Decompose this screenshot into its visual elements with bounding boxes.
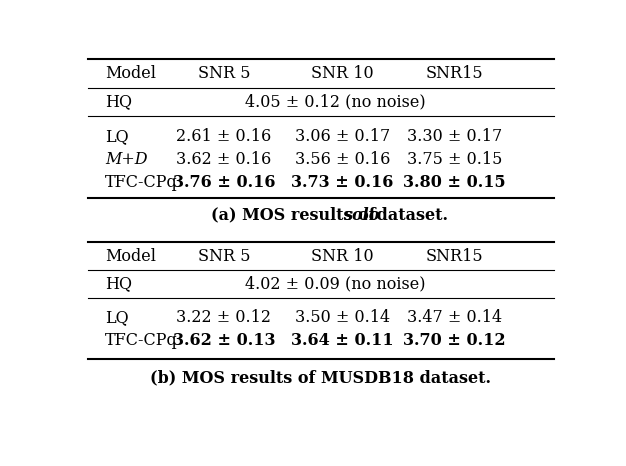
Text: Model: Model (105, 65, 156, 82)
Text: TFC-CPq: TFC-CPq (105, 332, 178, 350)
Text: 3.62 ± 0.16: 3.62 ± 0.16 (176, 151, 272, 168)
Text: Model: Model (105, 247, 156, 265)
Text: SNR 10: SNR 10 (311, 65, 374, 82)
Text: 3.70 ± 0.12: 3.70 ± 0.12 (403, 332, 506, 350)
Text: HQ: HQ (105, 94, 132, 110)
Text: M+D: M+D (105, 151, 148, 168)
Text: 3.22 ± 0.12: 3.22 ± 0.12 (177, 309, 271, 326)
Text: 3.62 ± 0.13: 3.62 ± 0.13 (173, 332, 275, 350)
Text: (b) MOS results of MUSDB18 dataset.: (b) MOS results of MUSDB18 dataset. (150, 369, 491, 386)
Text: (a) MOS results of: (a) MOS results of (211, 207, 381, 224)
Text: 2.61 ± 0.16: 2.61 ± 0.16 (176, 128, 272, 145)
Text: 3.73 ± 0.16: 3.73 ± 0.16 (292, 174, 394, 192)
Text: SNR15: SNR15 (426, 65, 483, 82)
Text: 3.80 ± 0.15: 3.80 ± 0.15 (403, 174, 506, 192)
Text: SNR15: SNR15 (426, 247, 483, 265)
Text: 4.05 ± 0.12 (no noise): 4.05 ± 0.12 (no noise) (245, 94, 426, 110)
Text: SNR 10: SNR 10 (311, 247, 374, 265)
Text: 3.30 ± 0.17: 3.30 ± 0.17 (407, 128, 502, 145)
Text: 3.75 ± 0.15: 3.75 ± 0.15 (406, 151, 502, 168)
Text: 4.02 ± 0.09 (no noise): 4.02 ± 0.09 (no noise) (245, 275, 426, 292)
Text: 3.64 ± 0.11: 3.64 ± 0.11 (291, 332, 394, 350)
Text: LQ: LQ (105, 309, 128, 326)
Text: 3.50 ± 0.14: 3.50 ± 0.14 (295, 309, 390, 326)
Text: 3.56 ± 0.16: 3.56 ± 0.16 (295, 151, 391, 168)
Text: solo: solo (343, 207, 379, 224)
Text: TFC-CPq: TFC-CPq (105, 174, 178, 192)
Text: 3.47 ± 0.14: 3.47 ± 0.14 (407, 309, 502, 326)
Text: 3.06 ± 0.17: 3.06 ± 0.17 (295, 128, 390, 145)
Text: dataset.: dataset. (371, 207, 448, 224)
Text: SNR 5: SNR 5 (198, 65, 250, 82)
Text: 3.76 ± 0.16: 3.76 ± 0.16 (173, 174, 275, 192)
Text: SNR 5: SNR 5 (198, 247, 250, 265)
Text: HQ: HQ (105, 275, 132, 292)
Text: LQ: LQ (105, 128, 128, 145)
